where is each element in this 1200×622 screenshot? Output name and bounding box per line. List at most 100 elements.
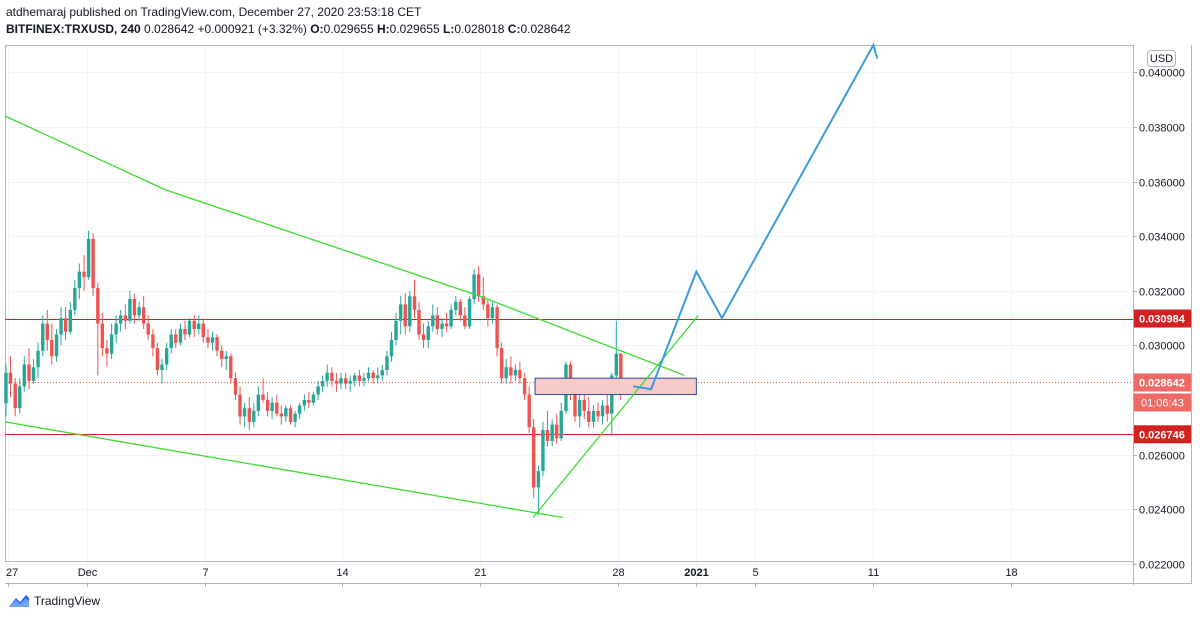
candle	[220, 345, 224, 368]
candle-body	[513, 369, 518, 376]
candle-body	[4, 372, 8, 404]
x-tick-label: 2021	[684, 567, 708, 579]
y-tick-label: 0.030000	[1139, 341, 1185, 353]
candle	[22, 356, 26, 392]
candle-body	[348, 380, 352, 384]
trendline-upper-channel	[4, 115, 685, 377]
price-chart[interactable]: 0.040000 0.038000 0.036000 0.034000 0.032000…	[0, 0, 1200, 590]
candle-body	[472, 274, 476, 299]
candle-body	[486, 304, 490, 319]
candle	[45, 309, 49, 351]
candle	[151, 329, 155, 357]
candle-body	[13, 383, 17, 409]
candle	[96, 282, 100, 376]
candle	[275, 394, 279, 417]
x-tick-label: 14	[336, 567, 348, 579]
support-zone-rectangle	[534, 377, 697, 396]
candle-body	[265, 400, 270, 411]
candle	[284, 405, 288, 422]
open-value: 0.029655	[323, 22, 374, 36]
currency-button[interactable]: USD	[1147, 50, 1176, 67]
candle	[550, 419, 554, 447]
candle-body	[86, 238, 91, 278]
candle-body	[408, 296, 412, 327]
candle	[128, 290, 132, 324]
candle	[403, 293, 407, 335]
candle	[348, 375, 352, 392]
candle	[376, 367, 380, 384]
candle	[210, 331, 215, 351]
candle-body	[128, 298, 132, 321]
candle	[4, 364, 8, 417]
candle-body	[155, 348, 160, 370]
candle	[334, 372, 339, 392]
candle-body	[458, 301, 463, 316]
candle-body	[118, 315, 123, 324]
close-value: 0.028642	[520, 22, 571, 36]
brand-name: TradingView	[34, 594, 101, 608]
candle	[600, 400, 605, 425]
candlestick-series	[4, 230, 623, 515]
candle-body	[591, 410, 596, 422]
candle-body	[587, 410, 591, 422]
candle-body	[174, 334, 178, 343]
candle	[86, 230, 91, 280]
candle	[555, 413, 559, 444]
candle	[31, 359, 36, 384]
candle-body	[91, 238, 95, 289]
x-tick-label: 5	[752, 567, 758, 579]
candle	[206, 329, 210, 349]
candle-body	[444, 323, 449, 327]
candle	[578, 391, 582, 428]
candle-body	[22, 364, 26, 387]
candle	[123, 304, 128, 330]
candle	[307, 391, 311, 409]
candle	[137, 301, 141, 321]
candle-body	[454, 301, 458, 310]
candle	[164, 342, 169, 370]
candle-body	[279, 413, 284, 417]
candle	[504, 359, 508, 384]
candle	[77, 263, 82, 299]
candle-body	[109, 334, 114, 354]
candle-body	[105, 348, 109, 354]
candle-body	[59, 318, 63, 335]
candle-body	[545, 430, 550, 441]
candle-body	[169, 334, 173, 349]
candle	[302, 394, 307, 411]
candle-body	[385, 356, 389, 370]
candle-body	[137, 307, 141, 316]
candle	[18, 378, 22, 414]
candle-body	[178, 329, 183, 343]
candle-body	[100, 323, 105, 349]
candle	[362, 372, 366, 387]
candle-body	[339, 378, 343, 384]
candle-body	[435, 315, 440, 330]
candle	[192, 315, 196, 338]
candle-body	[187, 320, 192, 335]
candle-body	[614, 353, 619, 376]
open-label: O:	[310, 22, 324, 36]
candle-body	[366, 372, 371, 379]
candle-body	[499, 348, 504, 379]
candle-body	[343, 378, 348, 384]
drawings	[4, 42, 879, 519]
candle-body	[394, 320, 398, 340]
candle	[536, 465, 541, 515]
high-label: H:	[376, 22, 390, 36]
candle-body	[490, 307, 495, 319]
candle	[197, 315, 201, 335]
candle-body	[215, 337, 219, 351]
candle	[509, 356, 513, 384]
candle-body	[242, 408, 247, 417]
candle-body	[45, 323, 49, 340]
candle-body	[197, 323, 201, 330]
candle	[412, 279, 417, 319]
candle-body	[36, 350, 40, 368]
candle-body	[596, 410, 600, 417]
tradingview-logo-icon	[9, 595, 29, 607]
x-tick-label: 18	[1005, 567, 1017, 579]
candle-body	[201, 323, 205, 338]
candle	[288, 405, 293, 425]
candle-body	[206, 337, 210, 343]
